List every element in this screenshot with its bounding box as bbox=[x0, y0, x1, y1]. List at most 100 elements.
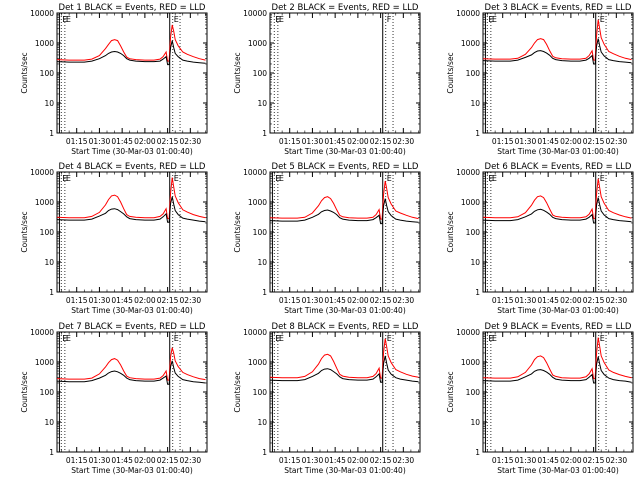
flag-label: E bbox=[174, 174, 179, 183]
y-tick-label: 10 bbox=[44, 99, 54, 108]
x-tick-label: 01:30 bbox=[302, 296, 324, 305]
panel-det-6: Det 6 BLACK = Events, RED = LLD 1 10 100 100… bbox=[446, 162, 634, 315]
y-tick-label: 10 bbox=[257, 418, 267, 427]
flag-label: E bbox=[279, 334, 284, 343]
y-tick-label: 100 bbox=[40, 388, 55, 397]
y-tick-label: 1000 bbox=[248, 198, 267, 207]
x-tick-label: 02:15 bbox=[370, 456, 392, 465]
flag-label: E bbox=[492, 174, 497, 183]
x-tick-label: 01:30 bbox=[302, 137, 324, 146]
x-axis-label: Start Time (30-Mar-03 01:00:40) bbox=[284, 466, 406, 475]
x-tick-label: 01:45 bbox=[537, 296, 559, 305]
series-events-line bbox=[56, 360, 206, 385]
x-tick-label: 02:00 bbox=[347, 137, 369, 146]
y-tick-label: 100 bbox=[253, 228, 268, 237]
flag-label: E bbox=[66, 15, 71, 24]
y-tick-label: 1000 bbox=[35, 358, 54, 367]
panel-det-8: Det 8 BLACK = Events, RED = LLD 1 10 100 100… bbox=[233, 322, 421, 475]
y-tick-label: 10000 bbox=[243, 328, 267, 337]
series-lld-line bbox=[269, 338, 419, 379]
x-tick-label: 01:45 bbox=[111, 137, 133, 146]
y-tick-label: 10000 bbox=[30, 168, 54, 177]
panel-title: Det 4 BLACK = Events, RED = LLD bbox=[59, 162, 206, 172]
x-tick-label: 01:30 bbox=[515, 296, 537, 305]
flag-label: E bbox=[279, 174, 284, 183]
series-lld-line bbox=[482, 178, 632, 220]
y-tick-label: 10 bbox=[470, 418, 480, 427]
x-tick-label: 01:15 bbox=[279, 456, 301, 465]
y-tick-label: 1000 bbox=[461, 39, 480, 48]
panel-det-3: Det 3 BLACK = Events, RED = LLD 1 10 100 100… bbox=[446, 3, 634, 156]
series-events-line bbox=[482, 356, 632, 384]
flag-label: E bbox=[275, 174, 280, 183]
x-tick-label: 02:30 bbox=[393, 456, 415, 465]
y-axis-label: Counts/sec bbox=[446, 371, 455, 412]
x-tick-label: 02:30 bbox=[606, 456, 628, 465]
y-tick-label: 1000 bbox=[461, 358, 480, 367]
y-tick-label: 10000 bbox=[243, 168, 267, 177]
x-tick-label: 02:00 bbox=[347, 296, 369, 305]
y-tick-label: 100 bbox=[40, 228, 55, 237]
plot-frame bbox=[269, 171, 421, 293]
y-tick-label: 10 bbox=[470, 99, 480, 108]
series-events-line bbox=[56, 40, 206, 66]
flag-label: E bbox=[275, 334, 280, 343]
x-tick-label: 02:30 bbox=[180, 456, 202, 465]
plot-frame bbox=[269, 12, 421, 134]
flag-label: E bbox=[488, 15, 493, 24]
flag-label: E bbox=[488, 334, 493, 343]
x-tick-label: 02:00 bbox=[134, 296, 156, 305]
y-axis-label: Counts/sec bbox=[20, 371, 29, 412]
y-tick-label: 100 bbox=[253, 69, 268, 78]
y-axis-label: Counts/sec bbox=[20, 52, 29, 93]
panel-title: Det 2 BLACK = Events, RED = LLD bbox=[272, 3, 419, 13]
x-tick-label: 02:00 bbox=[134, 137, 156, 146]
x-tick-label: 02:15 bbox=[583, 137, 605, 146]
y-tick-label: 1000 bbox=[248, 358, 267, 367]
x-tick-label: 02:30 bbox=[393, 296, 415, 305]
x-tick-label: 02:15 bbox=[157, 137, 179, 146]
x-axis-label: Start Time (30-Mar-03 01:00:40) bbox=[284, 306, 406, 315]
panel-title: Det 7 BLACK = Events, RED = LLD bbox=[59, 322, 206, 332]
x-axis-label: Start Time (30-Mar-03 01:00:40) bbox=[497, 306, 619, 315]
panel-title: Det 3 BLACK = Events, RED = LLD bbox=[485, 3, 632, 13]
x-tick-label: 02:30 bbox=[180, 137, 202, 146]
x-tick-label: 02:30 bbox=[180, 296, 202, 305]
x-tick-label: 02:00 bbox=[560, 456, 582, 465]
panel-title: Det 5 BLACK = Events, RED = LLD bbox=[272, 162, 419, 172]
flag-label: E bbox=[387, 334, 392, 343]
flag-label: E bbox=[174, 334, 179, 343]
panel-det-5: Det 5 BLACK = Events, RED = LLD 1 10 100 100… bbox=[233, 162, 421, 315]
x-tick-label: 02:30 bbox=[606, 137, 628, 146]
x-tick-label: 02:15 bbox=[157, 296, 179, 305]
x-tick-label: 01:30 bbox=[89, 296, 111, 305]
panel-title: Det 9 BLACK = Events, RED = LLD bbox=[485, 322, 632, 332]
y-tick-label: 1 bbox=[262, 129, 267, 138]
y-tick-label: 1000 bbox=[35, 39, 54, 48]
y-tick-label: 10000 bbox=[456, 168, 480, 177]
series-events-line bbox=[482, 38, 632, 65]
y-tick-label: 1 bbox=[262, 448, 267, 457]
x-axis-label: Start Time (30-Mar-03 01:00:40) bbox=[71, 306, 193, 315]
y-tick-label: 100 bbox=[253, 388, 268, 397]
plot-frame bbox=[56, 12, 208, 134]
x-tick-label: 01:15 bbox=[492, 456, 514, 465]
series-lld-line bbox=[56, 24, 206, 62]
plot-frame bbox=[56, 171, 208, 293]
y-tick-label: 1 bbox=[475, 129, 480, 138]
y-tick-label: 10 bbox=[257, 258, 267, 267]
x-tick-label: 01:45 bbox=[537, 137, 559, 146]
y-tick-label: 1 bbox=[49, 129, 54, 138]
series-events-line bbox=[269, 355, 419, 383]
flag-label: E bbox=[492, 334, 497, 343]
x-tick-label: 02:00 bbox=[134, 456, 156, 465]
y-axis-label: Counts/sec bbox=[446, 211, 455, 252]
flag-label: E bbox=[600, 174, 605, 183]
y-tick-label: 10 bbox=[44, 258, 54, 267]
y-tick-label: 10 bbox=[44, 418, 54, 427]
panel-title: Det 1 BLACK = Events, RED = LLD bbox=[59, 3, 206, 13]
x-tick-label: 02:15 bbox=[370, 137, 392, 146]
flag-label: E bbox=[488, 174, 493, 183]
x-tick-label: 01:45 bbox=[324, 456, 346, 465]
y-tick-label: 100 bbox=[40, 69, 55, 78]
